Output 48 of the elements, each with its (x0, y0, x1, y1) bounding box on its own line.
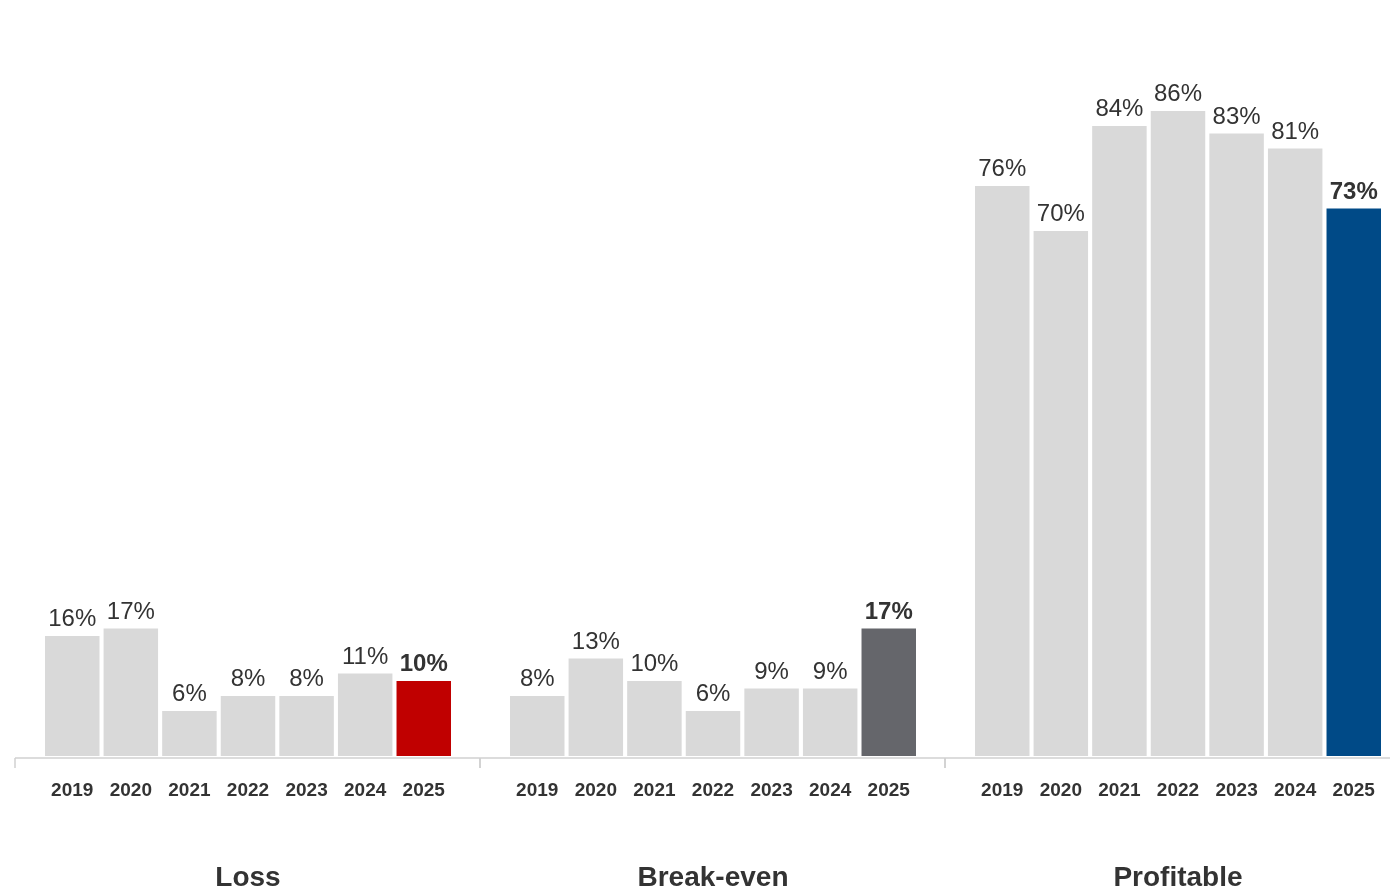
data-label: 8% (230, 664, 266, 691)
x-tick-label: 2024 (1274, 779, 1317, 800)
x-tick-label: 2019 (981, 779, 1024, 800)
data-label: 6% (695, 679, 731, 706)
x-axis-title: Loss (215, 861, 281, 891)
x-tick-label: 2019 (516, 779, 559, 800)
data-label: 84% (1095, 94, 1144, 121)
x-axis-title: Profitable (1113, 861, 1243, 891)
x-tick-label: 2024 (809, 779, 852, 800)
x-tick-label: 2020 (109, 779, 152, 800)
bar (396, 681, 451, 756)
data-label: 73% (1329, 176, 1378, 204)
x-tick-label: 2021 (1098, 779, 1141, 800)
data-label: 17% (864, 596, 913, 624)
bar (861, 628, 916, 756)
data-label: 6% (172, 679, 207, 706)
x-tick-label: 2025 (402, 779, 446, 800)
data-label: 10% (630, 649, 679, 676)
x-tick-label: 2023 (1215, 779, 1258, 800)
x-tick-label: 2022 (1156, 779, 1200, 800)
data-label: 17% (106, 596, 155, 624)
data-label: 70% (1036, 199, 1085, 226)
x-tick-label: 2022 (226, 779, 270, 800)
data-label: 13% (571, 626, 620, 654)
x-tick-label: 2024 (344, 779, 387, 800)
x-tick-label: 2022 (691, 779, 735, 800)
data-label: 76% (978, 154, 1027, 181)
data-label: 9% (812, 656, 848, 684)
x-tick-label: 2023 (750, 779, 793, 800)
data-label: 8% (289, 664, 324, 691)
x-axis-title: Break-even (637, 861, 789, 891)
data-label: 16% (48, 604, 97, 631)
x-tick-label: 2021 (633, 779, 676, 800)
x-tick-label: 2020 (574, 779, 617, 800)
data-label: 81% (1271, 116, 1320, 144)
data-label: 86% (1153, 79, 1203, 106)
data-label: 83% (1212, 101, 1261, 129)
data-label: 8% (519, 664, 555, 691)
x-tick-label: 2020 (1039, 779, 1082, 800)
x-tick-label: 2021 (168, 779, 211, 800)
data-label: 10% (399, 649, 448, 676)
x-tick-label: 2023 (285, 779, 328, 800)
x-tick-label: 2025 (1332, 779, 1376, 800)
data-label: 11% (342, 641, 389, 669)
bar (1326, 208, 1381, 756)
x-tick-label: 2025 (867, 779, 911, 800)
data-label: 9% (754, 656, 789, 684)
x-tick-label: 2019 (51, 779, 94, 800)
